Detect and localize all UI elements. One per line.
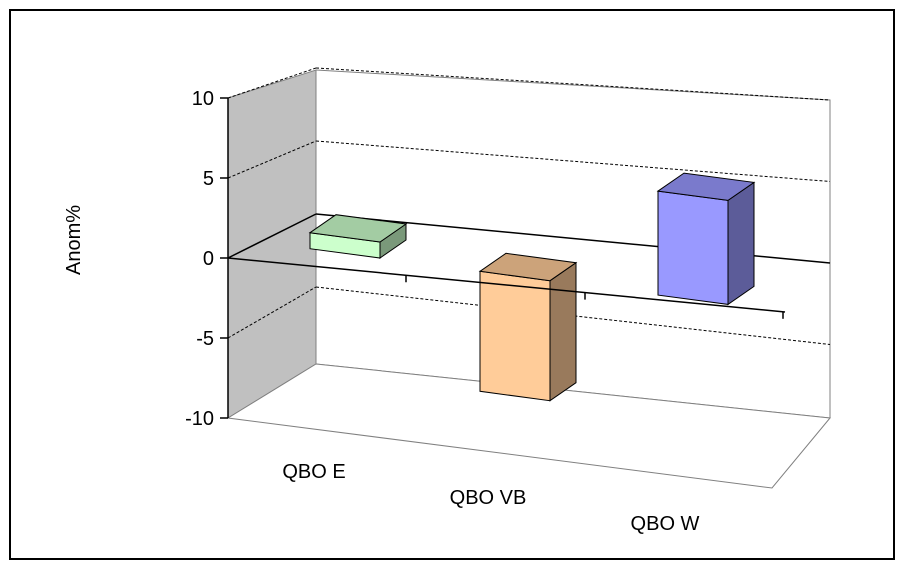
bar-qbo-w — [656, 172, 756, 306]
bars — [308, 172, 756, 402]
gridlines — [227, 67, 831, 345]
chart-walls — [226, 69, 831, 489]
x-axis: QBO E QBO VB QBO W — [227, 257, 786, 535]
bar-front — [479, 270, 551, 402]
bar-top — [478, 252, 578, 282]
y-axis-title: Anom% — [63, 205, 85, 275]
bar-side — [549, 261, 577, 402]
y-tick-label: 10 — [192, 88, 214, 110]
gridline-back — [315, 286, 831, 345]
floor — [226, 363, 831, 489]
side-wall — [227, 69, 317, 419]
gridline-side — [227, 286, 317, 339]
zero-line-side — [227, 213, 317, 259]
gridline-side — [227, 140, 317, 179]
x-tick-label: QBO VB — [450, 487, 527, 509]
bar-top — [308, 214, 408, 243]
gridline-back — [315, 140, 831, 182]
gridline-back — [315, 67, 831, 101]
bar-qbo-vb — [478, 252, 578, 402]
bar-front — [657, 190, 729, 305]
y-tick-label: -5 — [196, 328, 214, 350]
x-tick-label: QBO W — [631, 513, 700, 535]
x-axis-line — [227, 257, 786, 313]
y-tick-label: 5 — [203, 168, 214, 190]
bar-top — [656, 172, 756, 201]
y-tick-label: -10 — [185, 408, 214, 430]
y-tick-label: 0 — [203, 248, 214, 270]
bar-side — [727, 181, 755, 306]
bar-qbo-e — [308, 214, 408, 259]
x-tick-label: QBO E — [282, 461, 345, 483]
gridline-side — [227, 67, 317, 99]
